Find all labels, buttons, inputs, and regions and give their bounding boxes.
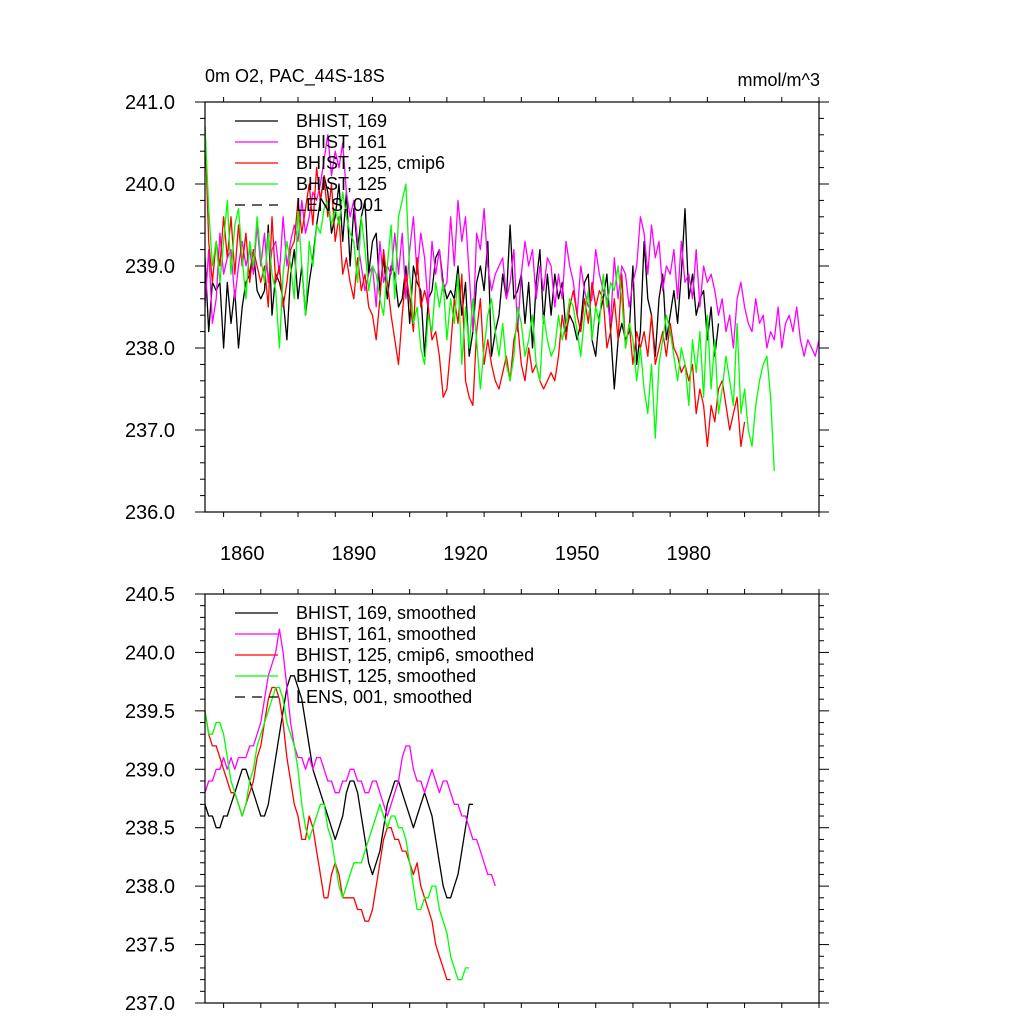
top-panel: 0m O2, PAC_44S-18S mmol/m^3 1860 1890 1920… xyxy=(125,66,829,565)
top-y-tick-label: 239.0 xyxy=(125,256,175,278)
top-legend-label: LENS, 001 xyxy=(296,195,383,215)
bottom-x-axis xyxy=(223,589,820,1008)
top-legend-label: BHIST, 125, cmip6 xyxy=(296,153,445,173)
top-x-tick-label: 1980 xyxy=(667,543,712,565)
bottom-y-tick-label: 238.0 xyxy=(125,876,175,898)
bottom-legend-label: BHIST, 161, smoothed xyxy=(296,624,476,644)
top-x-tick-label: 1920 xyxy=(443,543,488,565)
top-y-tick-label: 241.0 xyxy=(125,92,175,114)
top-y-tick-label: 236.0 xyxy=(125,502,175,524)
top-x-tick-label: 1890 xyxy=(332,543,377,565)
top-x-tick-label: 1860 xyxy=(220,543,265,565)
top-panel-title: 0m O2, PAC_44S-18S xyxy=(205,66,385,87)
top-legend-label: BHIST, 161 xyxy=(296,132,387,152)
bottom-legend-label: BHIST, 125, smoothed xyxy=(296,666,476,686)
bottom-series-line-3 xyxy=(205,686,470,981)
top-x-axis: 1860 1890 1920 1950 1980 xyxy=(220,97,820,565)
top-series-group xyxy=(205,126,819,472)
top-y-axis: 236.0 237.0 238.0 239.0 240.0 241.0 xyxy=(125,92,829,524)
top-series-line-3 xyxy=(205,126,775,472)
top-legend-label: BHIST, 125 xyxy=(296,174,387,194)
bottom-y-tick-label: 239.5 xyxy=(125,701,175,723)
bottom-plot-frame xyxy=(204,593,820,1004)
bottom-series-line-2 xyxy=(205,686,451,981)
top-y-tick-label: 238.0 xyxy=(125,338,175,360)
bottom-y-tick-label: 239.0 xyxy=(125,759,175,781)
top-plot-frame xyxy=(204,101,820,513)
bottom-y-tick-label: 237.0 xyxy=(125,993,175,1015)
bottom-y-tick-label: 240.5 xyxy=(125,584,175,606)
top-legend-label: BHIST, 169 xyxy=(296,111,387,131)
bottom-legend-label: LENS, 001, smoothed xyxy=(296,687,472,707)
top-series-line-1 xyxy=(205,134,819,357)
bottom-legend-label: BHIST, 169, smoothed xyxy=(296,603,476,623)
bottom-y-tick-label: 240.0 xyxy=(125,642,175,664)
bottom-y-axis: 237.0 237.5 238.0 238.5 239.0 239.5 240.0 240.5 xyxy=(125,584,829,1015)
bottom-y-tick-label: 237.5 xyxy=(125,935,175,957)
bottom-series-line-0 xyxy=(205,675,473,899)
bottom-series-line-1 xyxy=(205,628,496,887)
top-y-tick-label: 240.0 xyxy=(125,174,175,196)
top-x-tick-label: 1950 xyxy=(555,543,600,565)
top-panel-units: mmol/m^3 xyxy=(738,70,820,90)
bottom-panel: 237.0 237.5 238.0 238.5 239.0 239.5 240.0 240.5… xyxy=(125,584,829,1015)
top-series-line-2 xyxy=(205,126,746,448)
top-y-tick-label: 237.0 xyxy=(125,420,175,442)
top-series-line-0 xyxy=(205,175,720,390)
bottom-y-tick-label: 238.5 xyxy=(125,818,175,840)
bottom-series-group xyxy=(205,628,496,981)
bottom-legend-label: BHIST, 125, cmip6, smoothed xyxy=(296,645,534,665)
